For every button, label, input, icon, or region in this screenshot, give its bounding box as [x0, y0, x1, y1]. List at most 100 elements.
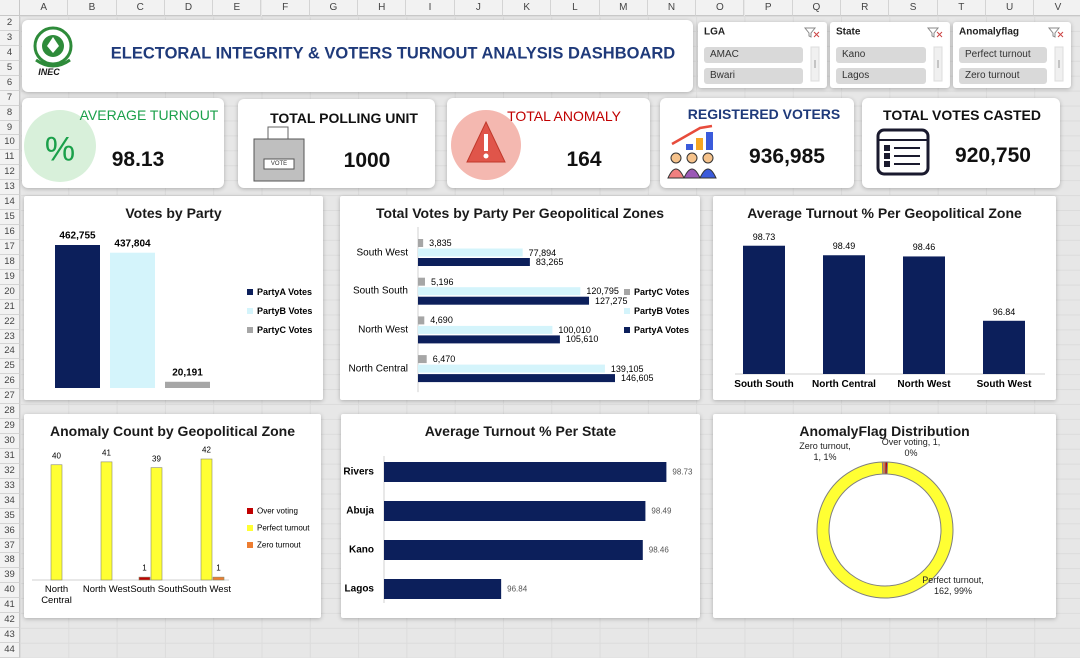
y-tick-label: North Central	[348, 363, 408, 375]
chart-card-graphic	[383, 456, 667, 603]
data-label: 146,605	[621, 373, 654, 384]
column-header: A	[20, 0, 69, 16]
doughnut-slice	[881, 461, 886, 475]
form-box	[884, 145, 890, 151]
slicer-item[interactable]: AMAC	[704, 47, 803, 63]
column-header: M	[599, 0, 648, 16]
row-header: 38	[0, 553, 20, 569]
row-header: 6	[0, 75, 20, 91]
row-header: 16	[0, 225, 20, 240]
data-label: 20,191	[172, 367, 203, 379]
data-label: 6,470	[432, 354, 456, 365]
row-header: 20	[0, 284, 20, 300]
column-header: D	[164, 0, 214, 16]
slicer-graphic	[803, 27, 820, 82]
x-tick-label: North West	[82, 584, 131, 595]
data-label: 5,196	[430, 276, 454, 287]
legend-swatch	[247, 542, 253, 548]
bar	[384, 540, 643, 560]
legend-swatch	[247, 508, 253, 514]
slicer: State Kano Lagos	[830, 22, 950, 88]
slicer-item[interactable]: Bwari	[704, 68, 803, 84]
corner-cell	[0, 0, 20, 16]
logo-emblem	[47, 37, 59, 53]
clear-filter-icon[interactable]	[926, 27, 943, 38]
icon-bar	[706, 132, 713, 150]
chart-title: AnomalyFlag Distribution	[799, 423, 970, 439]
chart-title: Votes by Party	[125, 205, 222, 221]
chart-card: Average Turnout % Per State 98.73 Rivers 98…	[341, 414, 700, 618]
bar	[150, 467, 163, 581]
legend-label: Over voting	[257, 506, 298, 516]
person-body	[699, 168, 717, 179]
x-tick-label: North Central	[41, 584, 72, 606]
row-header: 19	[0, 269, 20, 285]
data-label: 3,835	[429, 238, 452, 248]
bar	[384, 501, 646, 521]
chart-card-graphic	[417, 227, 630, 393]
x-tick-label: North Central	[812, 379, 876, 390]
chart-card: Average Turnout % Per Geopolitical Zone 9…	[713, 196, 1056, 400]
bar	[418, 325, 553, 334]
clear-filter-icon[interactable]	[803, 27, 820, 38]
data-label: 98.46	[912, 242, 936, 253]
column-header: E	[213, 0, 262, 16]
y-tick-label: South South	[352, 285, 408, 297]
bar	[138, 576, 151, 581]
bar	[200, 458, 213, 581]
x-tick-label: North West	[897, 379, 951, 390]
row-header: 25	[0, 359, 20, 375]
x-tick-label: South South	[130, 584, 183, 595]
column-header: V	[1034, 0, 1080, 16]
row-header: 40	[0, 583, 20, 599]
row-header: 30	[0, 434, 20, 449]
doughnut-slice	[816, 461, 954, 599]
column-header: J	[454, 0, 503, 16]
column-header: P	[744, 0, 793, 16]
column-header: O	[696, 0, 745, 16]
slicer-graphic	[926, 27, 943, 82]
data-label: 100,010	[558, 324, 591, 335]
row-header: 41	[0, 598, 20, 614]
header-card-graphic	[33, 26, 73, 68]
data-label: 96.84	[507, 584, 528, 594]
column-header: Q	[792, 0, 842, 16]
x-tick-label: South West	[182, 584, 231, 595]
clear-filter-icon[interactable]	[1047, 27, 1064, 38]
bar	[110, 252, 155, 388]
column-header: T	[937, 0, 986, 16]
kpi-label: REGISTERED VOTERS	[687, 106, 841, 122]
kpi-card-graphic	[253, 126, 305, 182]
chart-card: Total Votes by Party Per Geopolitical Zo…	[340, 196, 700, 400]
row-header: 35	[0, 508, 20, 524]
chart-card: AnomalyFlag Distribution Over voting, 1, …	[713, 414, 1056, 618]
row-header: 4	[0, 45, 20, 61]
y-tick-label: Rivers	[343, 466, 374, 478]
data-label: 39	[152, 454, 161, 464]
row-header: 23	[0, 329, 20, 345]
slicer-title: Anomalyflag	[959, 26, 1020, 38]
slicer-item[interactable]: Lagos	[836, 68, 926, 84]
row-header: 21	[0, 299, 20, 315]
legend-swatch	[247, 289, 253, 295]
row-header: 34	[0, 493, 20, 509]
legend-swatch	[247, 327, 253, 333]
data-label: 437,804	[114, 238, 151, 250]
bar	[418, 296, 590, 305]
slicer-item[interactable]: Kano	[836, 47, 926, 63]
slicer-item[interactable]: Perfect turnout	[959, 47, 1047, 63]
bar	[418, 277, 425, 286]
column-header: B	[68, 0, 117, 16]
bar	[903, 256, 945, 374]
bar	[823, 255, 865, 374]
slicer-item[interactable]: Zero turnout	[959, 68, 1047, 84]
bar	[418, 316, 425, 325]
kpi-label: TOTAL VOTES CASTED	[883, 107, 1041, 123]
funnel	[1047, 27, 1061, 38]
bar	[384, 579, 502, 599]
bar	[165, 381, 210, 388]
slicer-graphic	[1047, 27, 1064, 82]
data-label: 105,610	[565, 334, 599, 345]
data-label: 41	[102, 448, 111, 458]
